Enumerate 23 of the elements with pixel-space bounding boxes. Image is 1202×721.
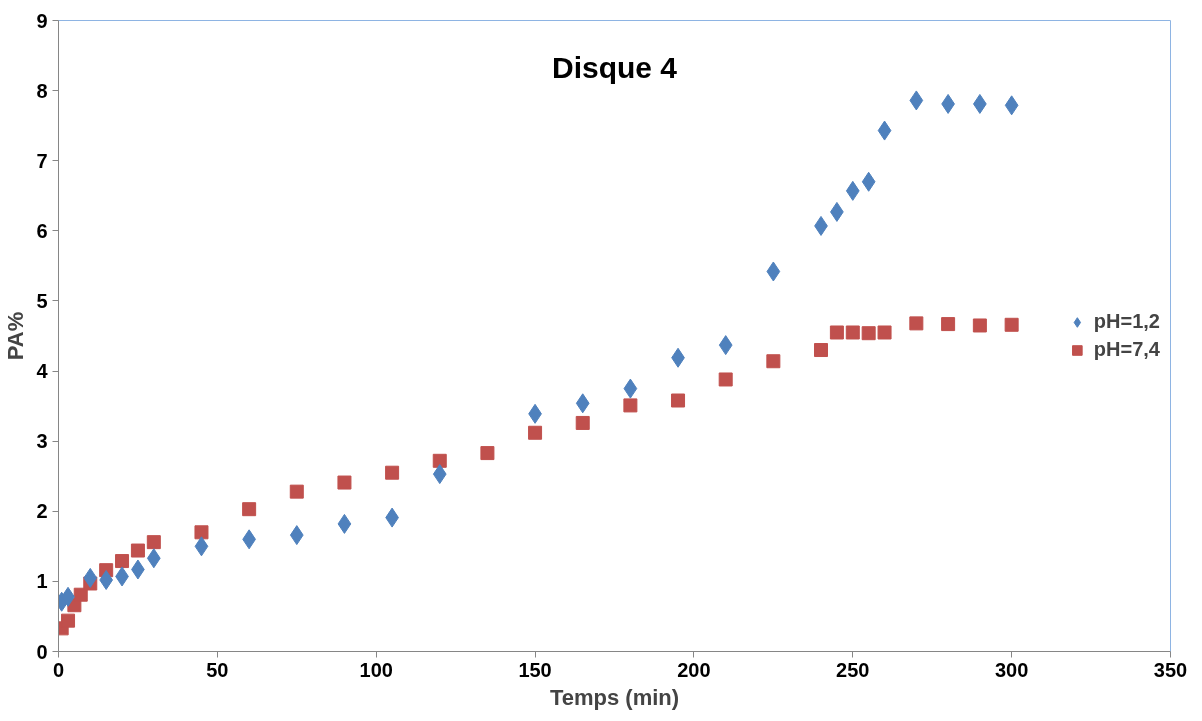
x-axis-title: Temps (min) — [549, 684, 680, 710]
y-tick-label: 3 — [36, 430, 48, 453]
x-tick-label: 350 — [1153, 658, 1188, 681]
x-tick-label: 250 — [836, 658, 870, 681]
y-tick-label: 5 — [36, 289, 48, 312]
y-tick-label: 4 — [36, 360, 49, 383]
x-tick-label: 300 — [994, 658, 1029, 681]
y-tick-label: 1 — [36, 570, 48, 593]
legend-label: pH=7,4 — [1093, 338, 1160, 361]
y-tick-label: 7 — [36, 149, 48, 172]
y-tick-label: 9 — [36, 9, 48, 32]
x-tick-label: 50 — [206, 658, 229, 681]
y-tick-label: 2 — [36, 500, 48, 523]
x-tick-label: 100 — [359, 658, 393, 681]
y-tick-label: 6 — [36, 219, 48, 242]
x-tick-label: 0 — [52, 658, 65, 681]
y-tick-label: 8 — [36, 79, 48, 102]
text: Disque 4 — [551, 51, 678, 85]
x-tick-label: 200 — [677, 658, 711, 681]
y-tick-label: 0 — [36, 640, 48, 663]
x-tick-label: 150 — [518, 658, 552, 681]
y-axis-title: PA% — [3, 311, 29, 361]
legend-label: pH=1,2 — [1093, 310, 1160, 333]
